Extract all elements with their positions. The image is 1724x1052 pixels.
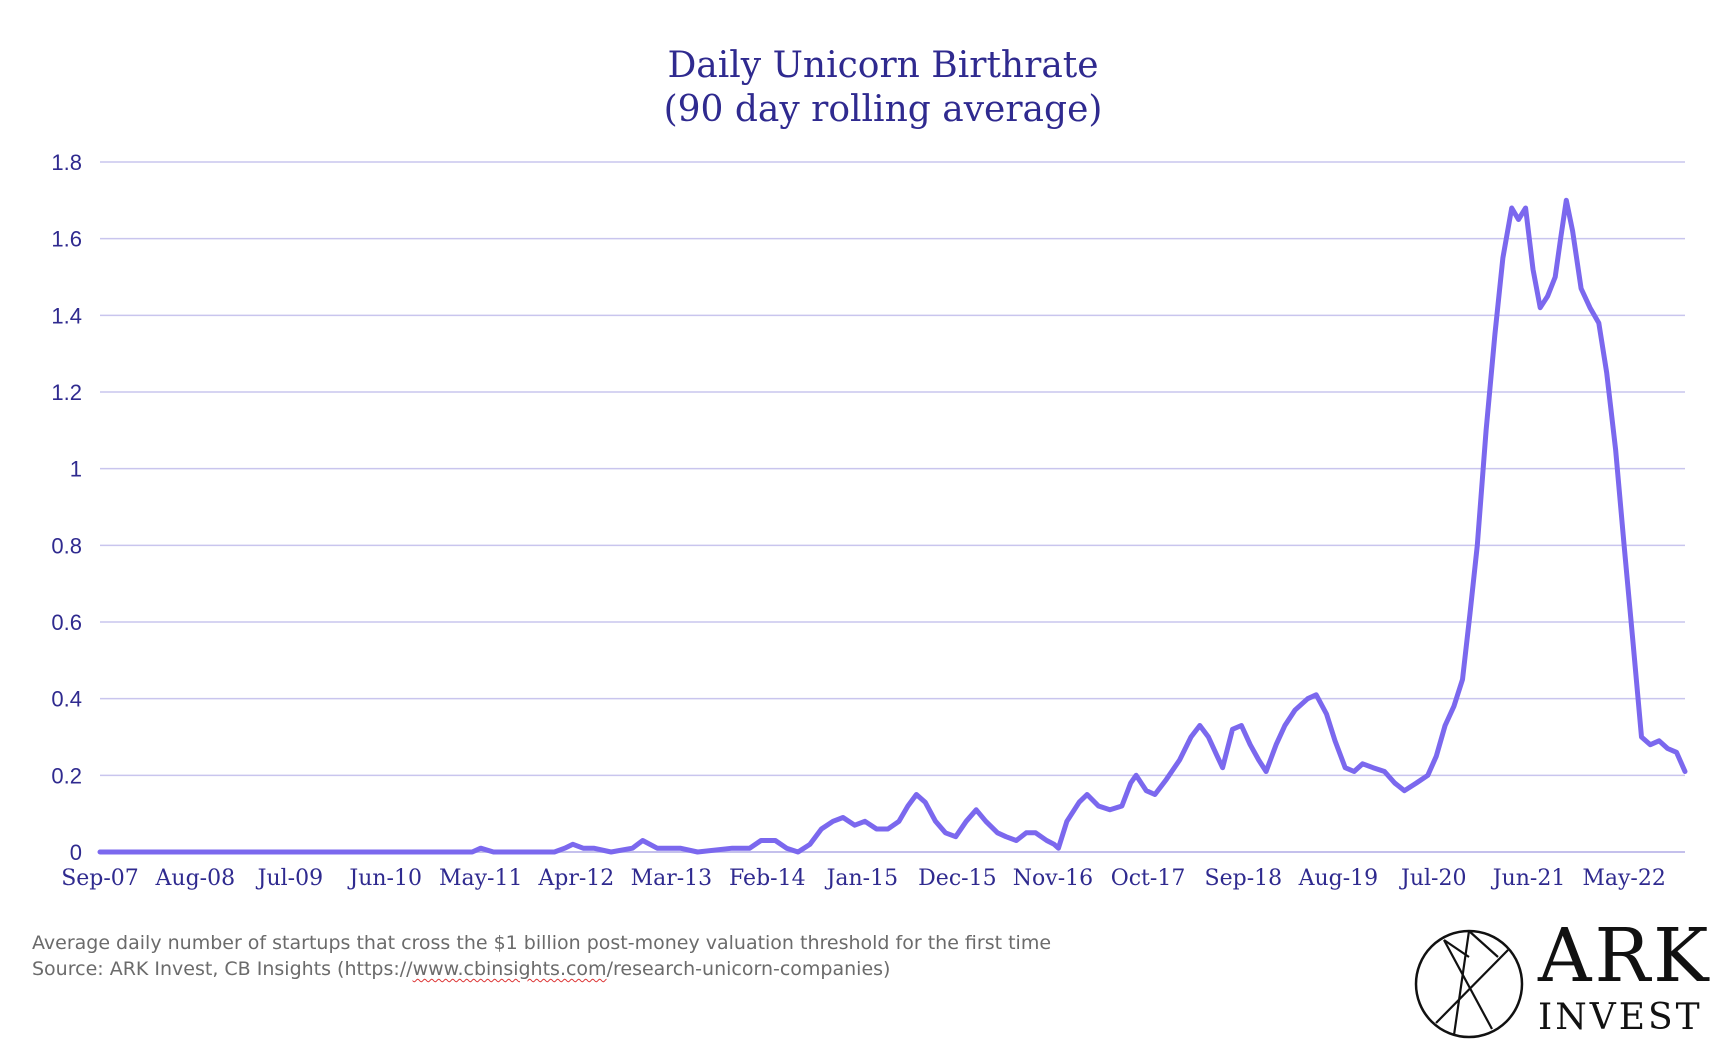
- y-tick-label: 1.6: [51, 227, 82, 252]
- y-tick-label: 0.8: [51, 533, 82, 558]
- y-tick-label: 1: [70, 457, 82, 482]
- x-tick-label: Dec-15: [918, 866, 996, 891]
- x-tick-label: Jun-21: [1491, 866, 1566, 891]
- logo-wordmark-invest: INVEST: [1538, 997, 1703, 1038]
- x-tick-label: Nov-16: [1013, 866, 1093, 891]
- x-tick-label: Jun-10: [347, 866, 422, 891]
- x-tick-label: Oct-17: [1111, 866, 1186, 891]
- x-tick-label: Sep-07: [61, 866, 139, 891]
- x-tick-label: Sep-18: [1205, 866, 1283, 891]
- x-tick-label: Aug-19: [1298, 866, 1379, 891]
- y-tick-label: 1.4: [51, 303, 82, 328]
- series-line-0: [97, 197, 1688, 855]
- x-tick-label: Feb-14: [729, 866, 806, 891]
- y-tick-label: 0.4: [51, 687, 82, 712]
- series-layer: [97, 197, 1688, 855]
- logo-wordmark-ark: ARK: [1538, 913, 1712, 999]
- x-axis-tick-labels: Sep-07 Aug-08 Jul-09 Jun-10 May-11 Apr-12 Mar-…: [61, 866, 1666, 891]
- y-tick-label: 1.8: [51, 150, 82, 175]
- x-tick-label: Jul-09: [256, 866, 323, 891]
- x-tick-label: Aug-08: [155, 866, 236, 891]
- x-tick-label: Jul-20: [1399, 866, 1466, 891]
- x-tick-label: Apr-12: [537, 866, 614, 891]
- x-tick-label: May-22: [1582, 866, 1666, 891]
- y-tick-label: 1.2: [51, 380, 82, 405]
- x-tick-label: Mar-13: [631, 866, 713, 891]
- y-tick-label: 0.2: [51, 763, 82, 788]
- chart-title: Daily Unicorn Birthrate: [667, 45, 1099, 86]
- y-tick-label: 0.6: [51, 610, 82, 635]
- gridlines: [100, 161, 1685, 853]
- footnote-source-prefix: Source: ARK Invest, CB Insights (https:/…: [32, 958, 413, 980]
- footnote-source: Source: ARK Invest, CB Insights (https:/…: [32, 958, 890, 980]
- footnote-source-suffix: /research-unicorn-companies): [606, 958, 891, 980]
- x-tick-label: May-11: [439, 866, 523, 891]
- footnote-description: Average daily number of startups that cr…: [32, 932, 1052, 954]
- chart-subtitle: (90 day rolling average): [663, 89, 1103, 130]
- y-axis-tick-labels: 0 0.2 0.4 0.6 0.8 1 1.2 1.4 1.6 1.8: [51, 150, 82, 865]
- source-url-link[interactable]: www.cbinsights.com: [412, 958, 607, 980]
- x-tick-label: Jan-15: [825, 866, 899, 891]
- y-tick-label: 0: [70, 840, 82, 865]
- ark-logo-mark-icon: [1414, 929, 1524, 1039]
